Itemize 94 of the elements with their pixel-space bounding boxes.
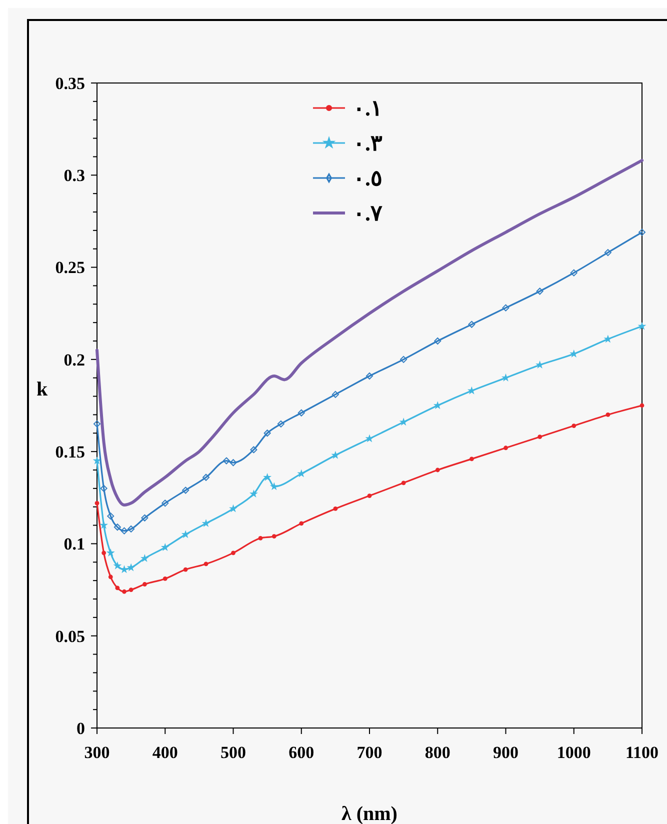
point — [100, 520, 108, 529]
point — [250, 446, 258, 454]
point — [332, 390, 339, 398]
point — [365, 434, 374, 442]
point — [502, 304, 510, 312]
point — [468, 320, 476, 328]
y-tick-label: 0.15 — [55, 442, 85, 462]
y-axis-title: k — [36, 378, 48, 400]
x-tick-label: 1100 — [625, 743, 659, 762]
point — [604, 249, 612, 256]
x-tick-label: 900 — [493, 743, 518, 762]
point — [122, 589, 126, 594]
point — [433, 401, 442, 410]
x-tick-label: 600 — [288, 743, 314, 762]
point — [401, 480, 406, 486]
point — [102, 550, 106, 556]
y-tick-label: 0.2 — [64, 350, 85, 370]
point — [160, 542, 170, 551]
x-tick-label: 400 — [152, 743, 178, 762]
point — [231, 550, 236, 556]
point — [229, 504, 238, 512]
line-series — [96, 158, 644, 507]
point — [270, 482, 278, 490]
point — [230, 459, 237, 466]
point — [467, 386, 476, 394]
point — [299, 521, 304, 526]
y-tick-label: 0.05 — [55, 626, 85, 646]
x-tick-label: 800 — [424, 743, 450, 762]
point — [106, 548, 115, 557]
point — [114, 524, 121, 531]
y-tick-label: 0.1 — [64, 534, 85, 554]
x-tick-label: 1000 — [556, 743, 591, 762]
point — [469, 456, 474, 462]
point — [162, 576, 168, 581]
point — [204, 562, 208, 566]
point — [367, 494, 372, 498]
point — [572, 424, 576, 428]
point — [435, 468, 440, 472]
point — [504, 446, 508, 450]
point — [128, 588, 134, 592]
point — [272, 534, 276, 539]
point — [570, 269, 578, 276]
point — [297, 469, 306, 478]
point — [113, 561, 122, 570]
legend-label: ٠.١ — [353, 96, 382, 121]
point — [126, 563, 136, 572]
point — [140, 554, 149, 562]
x-tick-label: 700 — [356, 743, 382, 762]
y-tick-label: 0.35 — [55, 74, 85, 93]
legend-label: ٠.٥ — [353, 166, 382, 191]
point — [264, 430, 271, 437]
point — [400, 356, 408, 363]
point — [298, 409, 305, 416]
point — [249, 490, 258, 498]
point — [162, 500, 169, 507]
point — [277, 420, 284, 428]
point — [399, 418, 408, 426]
point — [141, 514, 148, 522]
point — [638, 322, 646, 330]
point — [434, 338, 442, 344]
point — [640, 403, 644, 408]
x-axis-title: λ (nm) — [342, 803, 398, 824]
point — [120, 527, 128, 534]
point — [366, 372, 373, 380]
point — [638, 228, 646, 236]
legend-label: ٠.٧ — [353, 200, 382, 226]
point — [202, 519, 210, 528]
point — [94, 500, 100, 506]
point — [94, 420, 100, 428]
x-tick-label: 300 — [84, 743, 110, 762]
point — [115, 586, 120, 590]
point — [107, 512, 114, 520]
point — [263, 472, 272, 481]
point — [258, 536, 263, 540]
point — [142, 582, 147, 586]
point — [183, 567, 188, 572]
legend-label: ٠.٣ — [353, 130, 382, 156]
point — [108, 574, 113, 580]
point — [100, 484, 108, 492]
point — [222, 457, 230, 464]
point — [606, 412, 610, 417]
point — [536, 288, 544, 295]
point — [181, 530, 190, 538]
y-tick-label: 0 — [76, 718, 85, 738]
point — [333, 506, 338, 511]
point — [182, 486, 190, 494]
point — [128, 525, 135, 532]
point — [202, 474, 210, 481]
point — [331, 450, 340, 459]
point — [538, 434, 542, 440]
y-tick-label: 0.3 — [64, 166, 85, 186]
x-tick-label: 500 — [220, 743, 246, 762]
y-tick-label: 0.25 — [55, 258, 85, 278]
point — [92, 456, 102, 464]
